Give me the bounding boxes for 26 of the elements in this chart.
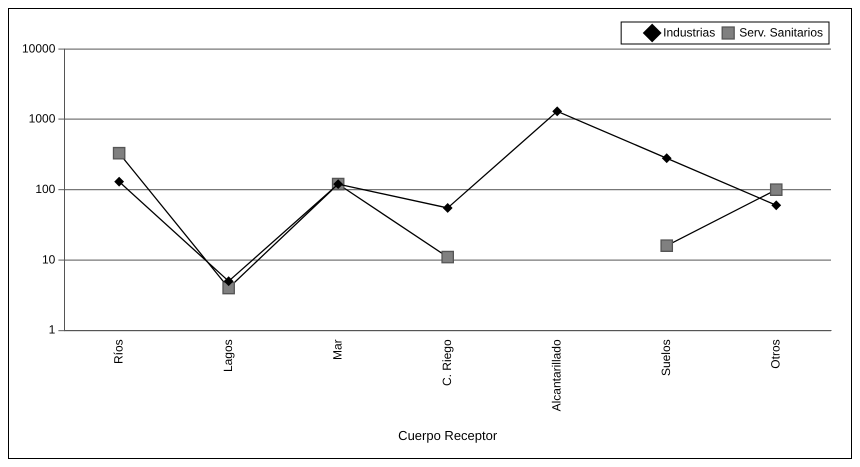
y-tick-label: 100 bbox=[35, 182, 56, 196]
y-tick-label: 10 bbox=[42, 252, 56, 266]
y-tick-label: 1000 bbox=[28, 112, 56, 126]
x-tick-label: Lagos bbox=[220, 339, 235, 372]
y-tick-label: 10000 bbox=[22, 41, 56, 56]
x-tick-label: Mar bbox=[330, 339, 344, 360]
point bbox=[770, 183, 783, 196]
x-axis-title: Cuerpo Receptor bbox=[398, 428, 498, 443]
point bbox=[112, 146, 126, 160]
point bbox=[224, 276, 234, 286]
point bbox=[114, 177, 124, 186]
x-tick-label: Suelos bbox=[659, 339, 674, 376]
point bbox=[662, 154, 672, 163]
point bbox=[552, 106, 562, 116]
point bbox=[772, 200, 781, 210]
x-tick-label: Ríos bbox=[111, 339, 126, 364]
x-tick-label: Alcantarillado bbox=[550, 339, 564, 412]
point bbox=[441, 250, 454, 264]
legend-label: Serv. Sanitarios bbox=[739, 25, 823, 40]
point bbox=[222, 282, 235, 294]
y-tick-label: 1 bbox=[48, 322, 56, 337]
point bbox=[660, 239, 674, 252]
point bbox=[443, 203, 452, 213]
legend-label: Industrias bbox=[663, 25, 716, 40]
x-tick-label: Otros bbox=[768, 339, 783, 369]
x-tick-label: C. Riego bbox=[440, 339, 454, 386]
